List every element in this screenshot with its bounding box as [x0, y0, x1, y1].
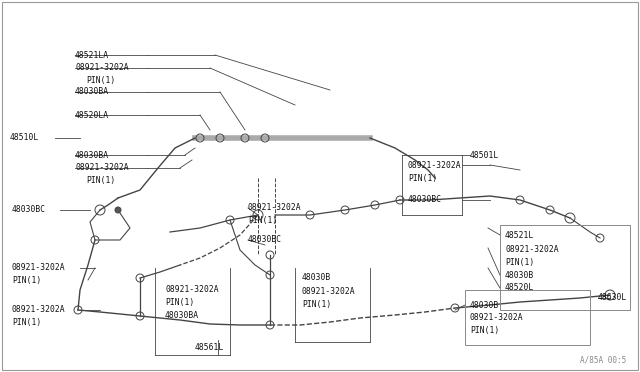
Text: 08921-3202A: 08921-3202A: [75, 164, 129, 173]
Text: A/85A 00:5: A/85A 00:5: [580, 356, 627, 365]
Circle shape: [115, 207, 121, 213]
Bar: [465, 290, 590, 345]
Text: 48501L: 48501L: [470, 151, 499, 160]
Text: 08921-3202A: 08921-3202A: [408, 160, 461, 170]
Text: PIN(1): PIN(1): [302, 301, 332, 310]
Text: 48630L: 48630L: [598, 294, 627, 302]
Text: 08921-3202A: 08921-3202A: [505, 246, 559, 254]
Text: 08921-3202A: 08921-3202A: [165, 285, 219, 295]
Text: 48520L: 48520L: [505, 283, 534, 292]
Text: 08921-3202A: 08921-3202A: [12, 305, 66, 314]
Text: 48030BC: 48030BC: [12, 205, 46, 215]
Text: PIN(1): PIN(1): [12, 317, 41, 327]
Text: 08921-3202A: 08921-3202A: [75, 64, 129, 73]
Text: PIN(1): PIN(1): [505, 257, 534, 266]
Text: 48510L: 48510L: [10, 134, 39, 142]
Text: 08921-3202A: 08921-3202A: [302, 288, 356, 296]
Text: PIN(1): PIN(1): [86, 176, 115, 185]
Text: PIN(1): PIN(1): [165, 298, 195, 307]
Text: 08921-3202A: 08921-3202A: [248, 203, 301, 212]
Text: PIN(1): PIN(1): [248, 215, 277, 224]
Text: 48030B: 48030B: [505, 270, 534, 279]
Text: 08921-3202A: 08921-3202A: [470, 314, 524, 323]
Text: 48521L: 48521L: [505, 231, 534, 240]
Text: 48030BC: 48030BC: [248, 235, 282, 244]
Text: 48030BA: 48030BA: [165, 311, 199, 320]
Text: 08921-3202A: 08921-3202A: [12, 263, 66, 273]
Text: PIN(1): PIN(1): [470, 326, 499, 334]
Bar: [500, 225, 630, 310]
Text: 48521LA: 48521LA: [75, 51, 109, 60]
Text: 48561L: 48561L: [195, 343, 224, 353]
Text: PIN(1): PIN(1): [12, 276, 41, 285]
Text: PIN(1): PIN(1): [408, 173, 437, 183]
Text: 48030BA: 48030BA: [75, 151, 109, 160]
Text: PIN(1): PIN(1): [86, 76, 115, 84]
Text: 48030B: 48030B: [302, 273, 332, 282]
Text: 48520LA: 48520LA: [75, 110, 109, 119]
Text: 48030B: 48030B: [470, 301, 499, 310]
Text: 48030BA: 48030BA: [75, 87, 109, 96]
Text: 48030BC: 48030BC: [408, 196, 442, 205]
